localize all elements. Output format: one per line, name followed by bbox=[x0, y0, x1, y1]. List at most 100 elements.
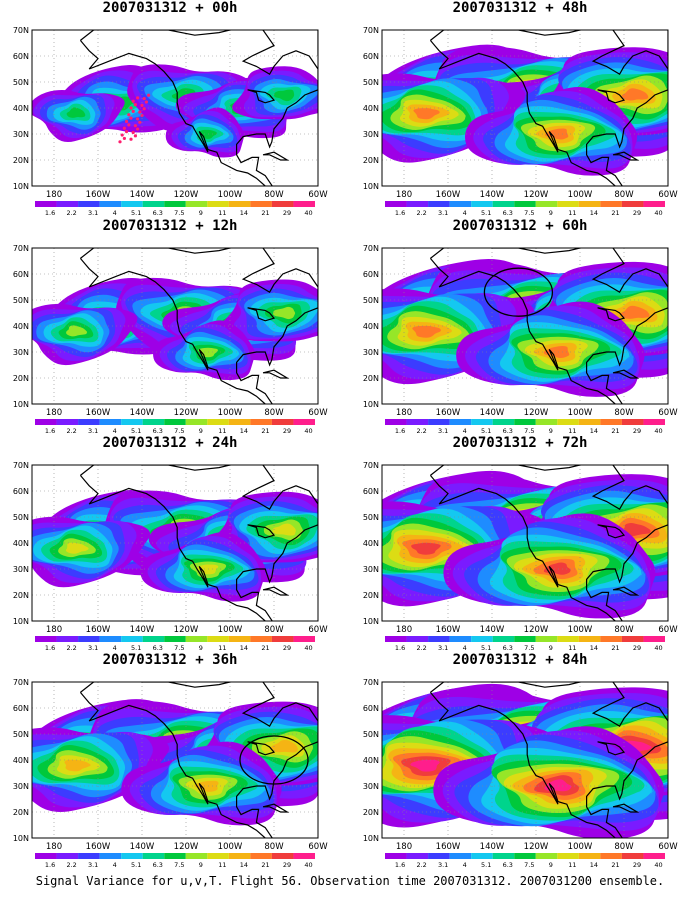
y-tick-label: 20N bbox=[363, 156, 379, 165]
colorbar-swatch bbox=[643, 853, 665, 859]
observation-point bbox=[122, 136, 126, 141]
colorbar-swatch bbox=[56, 201, 79, 207]
colorbar-swatch bbox=[228, 419, 251, 425]
x-tick-label: 100W bbox=[568, 190, 593, 200]
x-tick-label: 60W bbox=[308, 842, 328, 852]
x-tick-label: 60W bbox=[658, 842, 678, 852]
panel-title: 2007031312 + 48h bbox=[452, 0, 588, 16]
colorbar-label: 2.2 bbox=[66, 427, 76, 435]
colorbar-swatch bbox=[207, 419, 229, 425]
coastline bbox=[79, 30, 318, 186]
colorbar-label: 14 bbox=[240, 427, 248, 435]
colorbar-swatch bbox=[293, 419, 315, 425]
colorbar-label: 4 bbox=[463, 427, 467, 435]
colorbar-label: 4 bbox=[463, 861, 467, 869]
colorbar-label: 4 bbox=[463, 644, 467, 652]
colorbar-swatch bbox=[250, 201, 272, 207]
colorbar-swatch bbox=[449, 419, 472, 425]
colorbar-label: 11 bbox=[568, 427, 576, 435]
x-tick-label: 80W bbox=[264, 408, 284, 418]
y-tick-label: 30N bbox=[363, 782, 379, 791]
colorbar-label: 5.1 bbox=[131, 861, 141, 869]
x-tick-label: 120W bbox=[524, 408, 549, 418]
colorbar-label: 11 bbox=[218, 427, 226, 435]
variance-contour bbox=[412, 325, 442, 338]
y-tick-label: 30N bbox=[13, 782, 29, 791]
colorbar-label: 5.1 bbox=[131, 427, 141, 435]
colorbar-label: 9 bbox=[199, 644, 203, 652]
x-tick-label: 60W bbox=[308, 625, 328, 635]
x-tick-label: 60W bbox=[308, 408, 328, 418]
colorbar-label: 3.1 bbox=[438, 427, 448, 435]
y-tick-label: 30N bbox=[363, 130, 379, 139]
colorbar-label: 6.3 bbox=[503, 427, 513, 435]
map-plot: 10N 20N 30N 40N 50N 60N 70N 180 160W 140W 120W 100W… bbox=[363, 461, 678, 652]
colorbar-swatch bbox=[250, 636, 272, 642]
colorbar-swatch bbox=[600, 419, 622, 425]
colorbar-swatch bbox=[228, 201, 251, 207]
colorbar-swatch bbox=[643, 636, 665, 642]
x-tick-label: 60W bbox=[658, 190, 678, 200]
colorbar-label: 3.1 bbox=[438, 209, 448, 217]
y-tick-label: 40N bbox=[363, 756, 379, 765]
colorbar-swatch bbox=[514, 201, 536, 207]
colorbar-swatch bbox=[621, 419, 644, 425]
x-tick-label: 160W bbox=[436, 842, 461, 852]
observation-point bbox=[133, 124, 137, 128]
coastline bbox=[429, 30, 668, 186]
colorbar-swatch bbox=[99, 853, 122, 859]
y-tick-label: 40N bbox=[13, 539, 29, 548]
colorbar-label: 9 bbox=[199, 861, 203, 869]
x-tick-label: 100W bbox=[568, 408, 593, 418]
plot-frame bbox=[31, 464, 319, 622]
colorbar-label: 1.6 bbox=[45, 209, 55, 217]
variance-contour bbox=[270, 739, 298, 753]
colorbar-swatch bbox=[164, 201, 186, 207]
variance-contour bbox=[413, 108, 441, 120]
colorbar-swatch bbox=[406, 419, 429, 425]
y-tick-label: 30N bbox=[13, 348, 29, 357]
x-tick-label: 140W bbox=[480, 842, 505, 852]
colorbar-swatch bbox=[643, 419, 665, 425]
x-tick-label: 80W bbox=[614, 625, 634, 635]
y-tick-label: 30N bbox=[363, 348, 379, 357]
colorbar-swatch bbox=[185, 419, 208, 425]
colorbar-swatch bbox=[121, 419, 143, 425]
x-tick-label: 140W bbox=[480, 190, 505, 200]
coastline bbox=[317, 248, 318, 275]
colorbar-swatch bbox=[428, 419, 450, 425]
coastline bbox=[612, 803, 640, 813]
coastline bbox=[79, 248, 318, 404]
colorbar-swatch bbox=[578, 419, 601, 425]
colorbar-label: 2.2 bbox=[416, 427, 426, 435]
colorbar-label: 40 bbox=[304, 209, 312, 217]
colorbar-swatch bbox=[578, 201, 601, 207]
colorbar-swatch bbox=[492, 419, 515, 425]
colorbar-swatch bbox=[78, 201, 100, 207]
colorbar-label: 21 bbox=[261, 427, 269, 435]
y-tick-label: 60N bbox=[363, 270, 379, 279]
y-tick-label: 10N bbox=[13, 617, 29, 626]
observation-point bbox=[127, 113, 131, 117]
colorbar-swatch bbox=[99, 419, 122, 425]
coastline bbox=[667, 465, 668, 492]
variance-contour bbox=[66, 325, 88, 337]
y-tick-label: 60N bbox=[13, 487, 29, 496]
colorbar-label: 2.2 bbox=[416, 644, 426, 652]
x-tick-label: 80W bbox=[264, 842, 284, 852]
colorbar-label: 40 bbox=[654, 209, 662, 217]
colorbar-swatch bbox=[428, 853, 450, 859]
coastline bbox=[612, 586, 640, 596]
variance-contour bbox=[273, 306, 296, 320]
colorbar-swatch bbox=[35, 201, 57, 207]
coastline bbox=[262, 369, 290, 379]
colorbar-label: 1.6 bbox=[45, 427, 55, 435]
map-panel: 2007031312 + 24h 10N 20N 30N 40N 50N 60N 70N 180… bbox=[0, 435, 340, 652]
x-tick-label: 120W bbox=[524, 842, 549, 852]
x-tick-label: 180 bbox=[396, 625, 412, 635]
colorbar-label: 4 bbox=[113, 209, 117, 217]
coastline bbox=[247, 307, 276, 322]
variance-field bbox=[382, 30, 668, 186]
panel-title: 2007031312 + 36h bbox=[102, 652, 238, 668]
colorbar-swatch bbox=[99, 201, 122, 207]
